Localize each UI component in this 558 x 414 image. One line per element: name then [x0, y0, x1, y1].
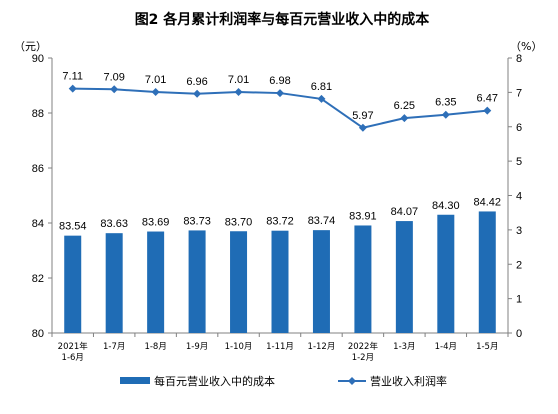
right-tick-label: 1: [516, 294, 522, 306]
legend-line-label: 营业收入利润率: [370, 374, 447, 388]
bar: [312, 230, 330, 333]
bar-value-label: 83.91: [349, 210, 377, 222]
line-value-label: 5.97: [352, 110, 373, 122]
x-tick-label: 1-8月: [144, 342, 166, 352]
bar: [64, 235, 82, 333]
bar: [354, 225, 372, 333]
bar: [478, 211, 496, 333]
line-point: [483, 106, 492, 115]
chart-title: 图2 各月累计利润率与每百元营业收入中的成本: [135, 11, 431, 28]
left-tick-label: 84: [32, 218, 44, 230]
line-value-label: 6.96: [186, 76, 207, 88]
axes: 80 82 84 86 88 90 0 1 2 3 4 5 6 7 8: [32, 53, 522, 340]
bar: [188, 230, 206, 333]
bar-value-label: 84.07: [391, 206, 419, 218]
right-tick-label: 5: [516, 156, 522, 168]
line-value-label: 7.09: [103, 71, 124, 83]
x-tick-label: 2022年: [348, 341, 379, 352]
x-tick-label: 1-10月: [225, 342, 253, 352]
line-value-label: 7.01: [228, 74, 249, 86]
right-tick-label: 0: [516, 328, 522, 340]
line-point: [151, 88, 160, 97]
right-axis-unit: （%）: [510, 40, 542, 53]
right-tick-label: 3: [516, 225, 522, 237]
bar: [147, 231, 165, 333]
left-tick-label: 80: [32, 328, 44, 340]
left-tick-label: 82: [32, 273, 44, 285]
data-labels: 83.54 83.63 83.69 83.73 83.70 83.72 83.74 83.91…: [59, 71, 501, 233]
x-tick-label: 1-6月: [62, 353, 84, 363]
line-value-label: 6.98: [269, 75, 290, 87]
line-point: [234, 88, 243, 97]
bar: [230, 231, 248, 333]
left-axis-unit: （元）: [14, 40, 47, 53]
line-point: [400, 114, 409, 123]
legend: 每百元营业收入中的成本 营业收入利润率: [120, 374, 447, 388]
bar-value-label: 83.72: [266, 216, 294, 228]
x-tick-label: 1-3月: [393, 342, 415, 352]
x-tick-label: 1-12月: [308, 342, 336, 352]
line-point: [317, 94, 326, 103]
bar-value-label: 84.42: [474, 196, 502, 208]
line-point: [68, 84, 77, 93]
left-tick-label: 88: [32, 108, 44, 120]
line-series: [68, 84, 492, 132]
line-value-label: 6.81: [311, 81, 332, 93]
legend-line-marker: [348, 377, 356, 385]
right-tick-label: 4: [516, 191, 522, 203]
bar-value-label: 83.74: [308, 215, 336, 227]
bar-value-label: 83.70: [225, 216, 253, 228]
bar-value-label: 84.30: [432, 200, 460, 212]
line-point: [441, 110, 450, 119]
x-tick-label: 1-9月: [186, 342, 208, 352]
right-tick-label: 7: [516, 87, 522, 99]
bar-value-label: 83.54: [59, 221, 87, 233]
line-point: [110, 85, 119, 94]
right-tick-label: 2: [516, 259, 522, 271]
line-value-label: 6.35: [435, 97, 456, 109]
x-tick-label: 1-7月: [103, 342, 125, 352]
x-tick-label: 1-5月: [476, 342, 498, 352]
bar-value-label: 83.63: [100, 218, 128, 230]
left-tick-label: 90: [32, 53, 44, 65]
bar-value-label: 83.73: [183, 215, 211, 227]
legend-bar-label: 每百元营业收入中的成本: [154, 374, 275, 388]
x-tick-label: 1-2月: [352, 353, 374, 363]
bar: [271, 230, 289, 333]
x-tick-label: 2021年: [58, 341, 89, 352]
legend-bar-swatch: [120, 377, 150, 384]
bar-series: [64, 211, 496, 333]
right-tick-label: 8: [516, 53, 522, 65]
line-value-label: 6.25: [394, 100, 415, 112]
bar: [395, 221, 413, 333]
line-point: [276, 89, 284, 98]
right-tick-label: 6: [516, 122, 522, 134]
line-value-label: 7.11: [62, 71, 83, 83]
bar: [105, 233, 123, 333]
line-value-label: 7.01: [145, 74, 166, 86]
bar: [437, 214, 455, 333]
line-point: [193, 89, 202, 98]
x-tick-label: 1-4月: [435, 342, 457, 352]
left-tick-label: 86: [32, 163, 44, 175]
bar-value-label: 83.69: [142, 217, 170, 229]
line-point: [358, 123, 367, 132]
x-tick-label: 1-11月: [266, 342, 294, 352]
line-value-label: 6.47: [477, 93, 498, 105]
